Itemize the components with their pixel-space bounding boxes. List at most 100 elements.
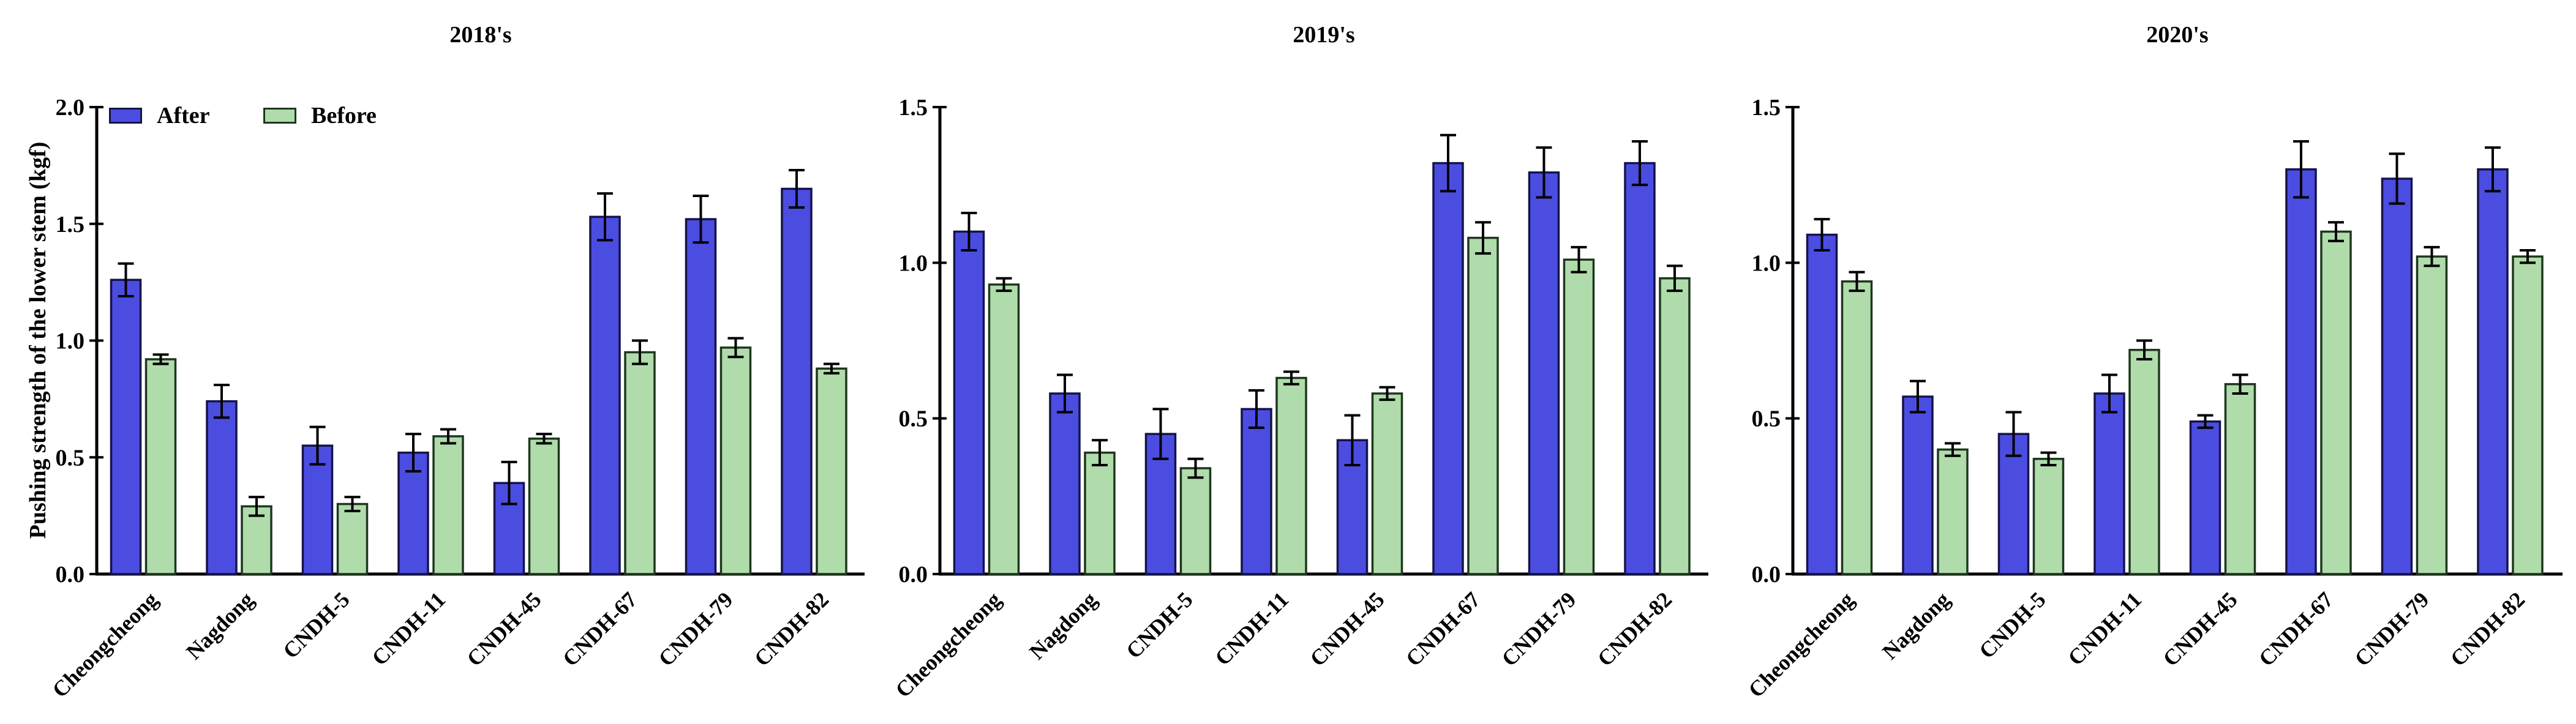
bar-before-CNDH-67	[1467, 236, 1499, 575]
error-bar-after-CNDH-5	[309, 425, 326, 466]
bar-before-Nagdong	[1084, 451, 1116, 575]
error-bar-after-Cheongcheong	[961, 211, 977, 252]
bar-before-CNDH-11	[432, 435, 464, 575]
bar-before-CNDH-82	[2512, 255, 2544, 575]
y-tick-label: 1.5	[56, 212, 85, 237]
error-bar-after-Nagdong	[1910, 379, 1926, 414]
panel-title-2020: 2020's	[2146, 22, 2209, 48]
x-category-label: CNDH-5	[278, 587, 354, 663]
after-series-swatch	[109, 108, 142, 124]
y-tick-label: 0.5	[1752, 406, 1781, 432]
error-bar-after-CNDH-79	[2389, 152, 2405, 205]
error-bar-after-CNDH-67	[597, 192, 613, 242]
bar-before-CNDH-82	[1659, 277, 1691, 575]
bar-after-CNDH-67	[2285, 168, 2317, 575]
error-bar-after-CNDH-5	[1152, 408, 1169, 460]
x-category-label: CNDH-45	[1305, 587, 1389, 671]
x-category-label: CNDH-45	[462, 587, 546, 671]
bar-before-CNDH-11	[2128, 349, 2160, 575]
y-tick-label: 1.0	[56, 329, 85, 354]
error-bar-before-CNDH-45	[1379, 386, 1395, 401]
bar-after-CNDH-67	[1432, 162, 1464, 575]
panel-title-2018: 2018's	[449, 22, 512, 48]
error-bar-before-Cheongcheong	[996, 277, 1012, 293]
error-bar-before-Nagdong	[1945, 442, 1961, 457]
bar-before-Nagdong	[241, 505, 272, 575]
error-bar-before-CNDH-67	[2328, 221, 2344, 242]
error-bar-before-CNDH-45	[2232, 373, 2248, 395]
legend-label-before: Before	[311, 103, 377, 129]
x-category-label: CNDH-11	[2063, 587, 2146, 670]
bar-after-Cheongcheong	[1806, 233, 1838, 575]
error-bar-after-CNDH-79	[1536, 146, 1552, 199]
y-tick-label: 1.5	[1752, 95, 1781, 121]
error-bar-after-Cheongcheong	[118, 262, 134, 298]
x-category-label: CNDH-67	[1401, 587, 1485, 671]
chart-2018s: 0.0 0.5 1.0 1.5 2.0 Cheongcheong Nagdong CNDH-5…	[48, 95, 865, 702]
bar-before-CNDH-11	[1275, 376, 1307, 575]
y-tick-label: 1.0	[899, 250, 928, 276]
bar-after-Nagdong	[1049, 392, 1081, 575]
error-bar-before-CNDH-82	[1667, 264, 1683, 293]
bar-before-CNDH-79	[2416, 255, 2448, 575]
error-bar-after-CNDH-45	[2197, 414, 2214, 429]
bar-before-CNDH-79	[1563, 258, 1595, 575]
bar-after-Cheongcheong	[110, 278, 142, 575]
bar-after-Cheongcheong	[953, 230, 985, 575]
bar-after-CNDH-5	[301, 444, 334, 575]
error-bar-before-CNDH-79	[1571, 245, 1587, 274]
bar-before-CNDH-67	[624, 351, 656, 575]
x-category-label: CNDH-79	[2349, 587, 2433, 671]
error-bar-after-CNDH-45	[1344, 414, 1361, 466]
error-bar-before-CNDH-79	[2424, 245, 2440, 267]
error-bar-after-CNDH-45	[501, 460, 517, 506]
x-category-label: CNDH-5	[1974, 587, 2050, 663]
error-bar-before-CNDH-82	[824, 362, 839, 375]
error-bar-before-CNDH-45	[536, 433, 552, 445]
bar-before-Nagdong	[1937, 448, 1969, 575]
bar-after-CNDH-82	[2477, 168, 2509, 575]
bar-before-CNDH-67	[2320, 230, 2352, 575]
bar-after-CNDH-11	[2093, 392, 2125, 575]
x-category-label: Cheongcheong	[1744, 587, 1859, 702]
error-bar-before-Cheongcheong	[1849, 271, 1865, 293]
error-bar-after-CNDH-79	[693, 194, 709, 244]
y-tick-label: 0.0	[899, 562, 928, 588]
x-category-label: CNDH-5	[1121, 587, 1197, 663]
y-tick-label: 0.5	[56, 445, 85, 471]
error-bar-before-CNDH-11	[2136, 339, 2152, 361]
before-series-swatch	[263, 108, 296, 124]
error-bar-before-CNDH-82	[2520, 248, 2536, 264]
error-bar-before-CNDH-79	[727, 337, 744, 359]
bar-before-CNDH-82	[816, 367, 847, 575]
bar-after-CNDH-82	[1624, 162, 1656, 575]
bar-after-CNDH-79	[685, 218, 717, 575]
x-category-label: CNDH-67	[2254, 587, 2338, 671]
error-bar-before-CNDH-67	[632, 339, 648, 365]
error-bar-before-Nagdong	[1092, 439, 1108, 466]
legend-item-before: Before	[263, 104, 377, 127]
x-category-label: CNDH-67	[558, 587, 642, 671]
error-bar-before-Nagdong	[249, 496, 265, 517]
y-tick-label: 1.5	[899, 95, 928, 121]
bar-before-CNDH-45	[2224, 383, 2256, 575]
bar-after-CNDH-79	[1528, 171, 1560, 575]
error-bar-after-CNDH-67	[2293, 140, 2309, 199]
x-category-label: CNDH-45	[2158, 587, 2242, 671]
x-category-label: CNDH-79	[653, 587, 737, 671]
y-tick-label: 0.0	[1752, 562, 1781, 588]
bar-after-Nagdong	[1902, 395, 1934, 575]
x-category-label: CNDH-11	[367, 587, 450, 670]
x-category-label: Cheongcheong	[891, 587, 1006, 702]
error-bar-before-CNDH-5	[344, 496, 361, 512]
error-bar-after-CNDH-11	[2101, 373, 2117, 414]
bar-after-CNDH-11	[397, 451, 429, 575]
error-bar-after-Nagdong	[1057, 373, 1073, 414]
bar-before-CNDH-45	[1371, 392, 1403, 575]
error-bar-after-CNDH-5	[2005, 411, 2022, 457]
y-tick-label: 2.0	[56, 95, 85, 121]
x-category-label: CNDH-82	[1593, 587, 1677, 671]
x-category-label: Cheongcheong	[48, 587, 163, 702]
x-category-label: Nagdong	[181, 587, 258, 664]
